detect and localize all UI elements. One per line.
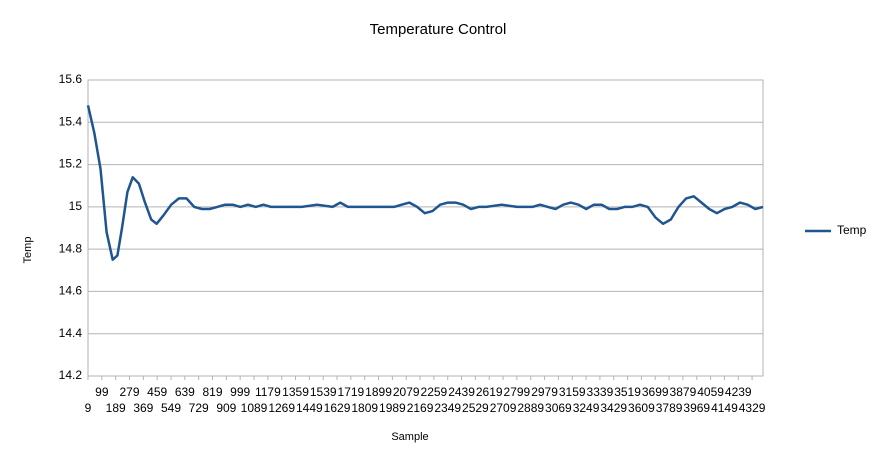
x-tick-label: 2709 xyxy=(490,401,517,415)
y-tick-label: 14.2 xyxy=(59,368,83,382)
x-tick-label: 3609 xyxy=(628,401,655,415)
x-tick-label: 2439 xyxy=(448,385,475,399)
x-tick-label: 2619 xyxy=(476,385,503,399)
x-tick-label: 4149 xyxy=(711,401,738,415)
x-tick-label: 3699 xyxy=(642,385,669,399)
x-tick-label: 909 xyxy=(216,401,236,415)
x-tick-label: 279 xyxy=(119,385,139,399)
y-tick-label: 15.2 xyxy=(59,157,83,171)
x-tick-label: 2889 xyxy=(517,401,544,415)
x-tick-label: 1899 xyxy=(365,385,392,399)
x-tick-label: 1179 xyxy=(255,385,281,399)
x-tick-label: 729 xyxy=(189,401,209,415)
x-tick-label: 99 xyxy=(95,385,109,399)
x-tick-label: 459 xyxy=(147,385,167,399)
y-tick-label: 14.6 xyxy=(59,284,83,298)
x-tick-label: 1269 xyxy=(268,401,295,415)
x-tick-label: 2799 xyxy=(504,385,531,399)
plot-frame xyxy=(87,79,764,377)
x-tick-label: 1809 xyxy=(351,401,378,415)
chart-title: Temperature Control xyxy=(370,21,507,38)
x-tick-label: 819 xyxy=(203,385,223,399)
x-tick-label: 1359 xyxy=(282,385,309,399)
x-tick-label: 3429 xyxy=(600,401,627,415)
x-tick-label: 2169 xyxy=(407,401,434,415)
x-tick-label: 2979 xyxy=(531,385,558,399)
x-tick-label: 1989 xyxy=(379,401,406,415)
x-tick-label: 369 xyxy=(133,401,153,415)
x-tick-label: 2529 xyxy=(462,401,489,415)
y-tick-label: 15.6 xyxy=(59,72,83,86)
x-tick-label: 3339 xyxy=(587,385,614,399)
x-tick-label: 3249 xyxy=(573,401,600,415)
x-tick-label: 3159 xyxy=(559,385,586,399)
y-tick-label: 14.8 xyxy=(59,241,83,255)
x-tick-label: 639 xyxy=(175,385,195,399)
x-tick-label: 2349 xyxy=(434,401,461,415)
x-tick-label: 3519 xyxy=(614,385,641,399)
x-tick-label: 4059 xyxy=(697,385,724,399)
x-tick-label: 9 xyxy=(85,401,92,415)
x-tick-label: 2259 xyxy=(421,385,448,399)
x-tick-label: 3069 xyxy=(545,401,572,415)
x-tick-label: 1629 xyxy=(324,401,351,415)
x-tick-label: 4239 xyxy=(725,385,752,399)
x-tick-label: 3969 xyxy=(683,401,710,415)
x-tick-label: 189 xyxy=(106,401,126,415)
x-tick-label: 549 xyxy=(161,401,181,415)
legend-label: Temp xyxy=(837,223,867,237)
x-tick-label: 3879 xyxy=(670,385,697,399)
x-axis-label: Sample xyxy=(391,431,428,443)
x-tick-label: 1539 xyxy=(310,385,337,399)
x-tick-label: 999 xyxy=(230,385,250,399)
y-tick-label: 15.4 xyxy=(59,114,83,128)
y-tick-label: 15 xyxy=(69,199,83,213)
x-tick-label: 3789 xyxy=(656,401,683,415)
y-axis-label: Temp xyxy=(22,237,34,264)
x-tick-label: 4329 xyxy=(739,401,766,415)
data-line xyxy=(86,105,764,261)
x-tick-label: 1449 xyxy=(296,401,323,415)
y-tick-label: 14.4 xyxy=(59,326,83,340)
x-tick-label: 1719 xyxy=(338,385,365,399)
x-tick-label: 1089 xyxy=(241,401,268,415)
x-tick-label: 2079 xyxy=(393,385,420,399)
